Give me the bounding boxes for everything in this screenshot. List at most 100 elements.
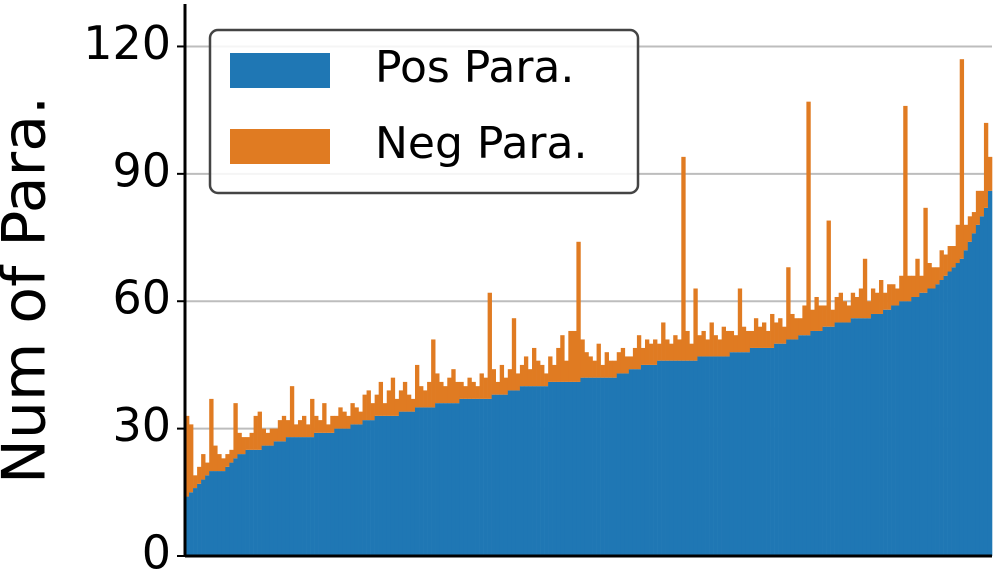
bar-segment [612, 360, 618, 378]
bar-segment [427, 407, 432, 556]
bar-segment [923, 292, 928, 556]
bar-segment [511, 318, 517, 391]
bar-segment [318, 432, 323, 556]
bar-segment [560, 381, 565, 556]
bar-segment [439, 381, 444, 404]
bar-segment [640, 347, 646, 365]
bar-segment [435, 403, 440, 556]
bar-segment [717, 339, 722, 357]
bar-segment [608, 360, 614, 378]
bar-segment [975, 224, 981, 557]
bar-segment [548, 381, 553, 556]
bar-segment [523, 356, 529, 387]
bar-segment [507, 369, 513, 391]
bar-segment [471, 381, 476, 399]
bar-segment [854, 296, 860, 319]
bar-segment [854, 318, 860, 556]
bar-segment [644, 364, 650, 556]
bar-segment [709, 322, 714, 357]
bar-segment [879, 280, 884, 314]
bar-segment [467, 398, 472, 556]
bar-segment [463, 398, 468, 556]
bar-segment [987, 190, 993, 557]
bar-segment [455, 381, 460, 404]
bar-segment [289, 437, 295, 556]
bar-segment [786, 339, 791, 556]
bar-segment [189, 492, 194, 556]
y-tick-label: 60 [112, 271, 171, 325]
bar-segment [443, 386, 448, 404]
bar-segment [685, 330, 690, 361]
bar-segment [657, 343, 662, 361]
bar-segment [374, 415, 379, 556]
bar-segment [636, 369, 642, 556]
bar-segment [245, 449, 250, 556]
bar-segment [261, 445, 266, 556]
bar-segment [725, 330, 731, 357]
bar-segment [971, 233, 977, 557]
bar-segment [766, 330, 771, 348]
bar-segment [527, 369, 533, 387]
bar-segment [564, 381, 569, 556]
bar-segment [459, 381, 464, 399]
bar-segment [802, 335, 807, 556]
bar-segment [895, 305, 900, 556]
bar-segment [431, 407, 436, 556]
bar-segment [616, 373, 622, 556]
bar-segment [600, 364, 605, 378]
bar-segment [419, 407, 424, 556]
bar-segment [273, 428, 279, 442]
bar-segment [314, 415, 319, 433]
bar-segment [205, 475, 210, 556]
bar-segment [733, 335, 739, 353]
legend-label: Pos Para. [375, 42, 574, 93]
bar-segment [536, 360, 541, 387]
bar-segment [217, 471, 222, 556]
bar-segment [370, 403, 375, 421]
bar-segment [649, 343, 654, 365]
bar-segment [249, 449, 254, 556]
bar-segment [967, 241, 973, 557]
bar-segment [269, 428, 275, 446]
bar-segment [519, 386, 525, 556]
bar-segment [814, 296, 819, 331]
bar-segment [527, 386, 533, 556]
bar-segment [830, 326, 835, 556]
bar-segment [669, 343, 674, 361]
bar-segment [673, 360, 678, 556]
bar-segment [963, 224, 969, 251]
bar-segment [826, 220, 831, 327]
bar-segment [568, 330, 573, 382]
bar-segment [850, 318, 856, 556]
bar-segment [681, 156, 686, 361]
bar-segment [346, 415, 351, 429]
bar-segment [515, 373, 521, 391]
bar-segment [362, 394, 367, 421]
bar-segment [217, 454, 222, 472]
bar-segment [580, 339, 585, 378]
bar-segment [322, 403, 327, 433]
bar-segment [503, 377, 509, 395]
bar-segment [713, 335, 718, 357]
bar-segment [334, 428, 339, 556]
bar-segment [443, 403, 448, 556]
bar-segment [185, 496, 190, 556]
legend-label: Neg Para. [375, 118, 587, 169]
bar-segment [963, 250, 969, 556]
bar-segment [310, 398, 315, 438]
bar-segment [402, 411, 408, 556]
bar-segment [721, 356, 726, 556]
bar-segment [495, 381, 501, 395]
bar-segment [378, 415, 384, 556]
bar-segment [987, 156, 993, 191]
bar-segment [971, 212, 977, 234]
bar-segment [927, 288, 932, 556]
bar-segment [753, 318, 759, 348]
bar-segment [386, 390, 392, 416]
bar-segment [798, 335, 803, 556]
bar-segment [414, 407, 420, 556]
bar-segment [721, 326, 726, 357]
bar-segment [189, 424, 194, 493]
bar-segment [757, 347, 763, 556]
bar-segment [911, 275, 916, 297]
